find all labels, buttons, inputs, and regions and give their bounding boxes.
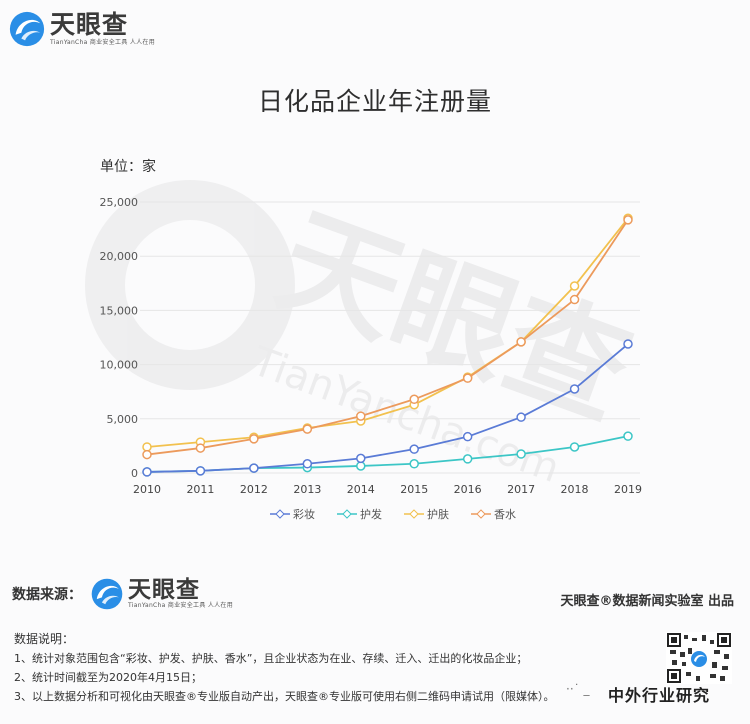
legend-marker-icon: [404, 509, 424, 519]
svg-text:2018: 2018: [561, 483, 589, 496]
svg-text:2014: 2014: [347, 483, 375, 496]
line-chart: 天眼查 TianYancha.com 0 5,000 10,000 15,000 20,…: [85, 180, 647, 496]
legend-marker-icon: [270, 509, 290, 519]
legend-item-makeup[interactable]: 彩妆: [270, 506, 315, 522]
tianyancha-logo: 天眼查 TianYanCha 商业安全工具 人人在用: [8, 10, 155, 48]
legend-label: 香水: [494, 508, 516, 521]
watermark-text: 中外行业研究: [608, 686, 711, 705]
tianyancha-logo-icon: [9, 11, 45, 47]
chart-legend: 彩妆 护发 护肤 香水: [270, 506, 516, 522]
watermark-graphic: 天眼查 TianYancha.com: [85, 180, 647, 492]
unit-label: 单位：家: [100, 159, 156, 175]
y-axis-ticks: 0 5,000 10,000 15,000 20,000 25,000: [100, 196, 139, 480]
svg-text:2012: 2012: [240, 483, 268, 496]
qr-code-icon[interactable]: [666, 632, 732, 684]
svg-text:0: 0: [131, 467, 138, 480]
x-axis-ticks: 2010 2011 2012 2013 2014 2015 2016 2017 2018 2019: [133, 483, 642, 496]
legend-marker-icon: [337, 509, 357, 519]
svg-text:2010: 2010: [133, 483, 161, 496]
svg-text:2015: 2015: [400, 483, 428, 496]
svg-text:2016: 2016: [454, 483, 482, 496]
data-notes: 数据说明： 1、统计对象范围包含“彩妆、护发、护肤、香水”，且企业状态为在业、存…: [14, 630, 555, 706]
data-source: 数据来源： 天眼查 TianYanCha 商业安全工具 人人在用: [12, 577, 233, 611]
legend-label: 彩妆: [293, 508, 315, 521]
tianyancha-logo-icon: [91, 578, 123, 610]
svg-text:2017: 2017: [507, 483, 535, 496]
watermark-dots: ··˙ _: [566, 682, 590, 696]
chart-title: 日化品企业年注册量: [257, 87, 492, 116]
legend-label: 护发: [360, 508, 382, 521]
legend-item-skincare[interactable]: 护肤: [404, 506, 449, 522]
producer-credit: 天眼查®数据新闻实验室 出品: [560, 594, 734, 609]
svg-text:25,000: 25,000: [100, 196, 139, 209]
note-item: 2、统计时间截至为2020年4月15日；: [14, 671, 202, 684]
svg-text:15,000: 15,000: [100, 304, 139, 317]
source-logo: 天眼查 TianYanCha 商业安全工具 人人在用: [90, 577, 233, 611]
logo-name: 天眼查: [50, 10, 129, 39]
note-item: 3、以上数据分析和可视化由天眼查®专业版自动产出，天眼查®专业版可使用右侧二维码…: [14, 690, 555, 703]
svg-text:20,000: 20,000: [100, 250, 139, 263]
svg-text:5,000: 5,000: [107, 413, 139, 426]
logo-name: 天眼查: [128, 577, 200, 603]
grid-lines: [140, 201, 640, 474]
note-item: 1、统计对象范围包含“彩妆、护发、护肤、香水”，且企业状态为在业、存续、迁入、迁…: [14, 652, 528, 665]
svg-text:2013: 2013: [293, 483, 321, 496]
svg-text:2011: 2011: [186, 483, 214, 496]
data-series: [142, 213, 633, 477]
logo-subtitle: TianYanCha 商业安全工具 人人在用: [128, 602, 234, 609]
legend-label: 护肤: [427, 508, 449, 521]
svg-text:2019: 2019: [614, 483, 642, 496]
legend-item-perfume[interactable]: 香水: [471, 506, 516, 522]
svg-text:10,000: 10,000: [100, 359, 139, 372]
source-label: 数据来源：: [12, 587, 82, 603]
logo-subtitle: TianYanCha 商业安全工具 人人在用: [50, 39, 156, 46]
legend-item-haircare[interactable]: 护发: [337, 506, 382, 522]
legend-marker-icon: [471, 509, 491, 519]
notes-title: 数据说明：: [14, 632, 75, 646]
